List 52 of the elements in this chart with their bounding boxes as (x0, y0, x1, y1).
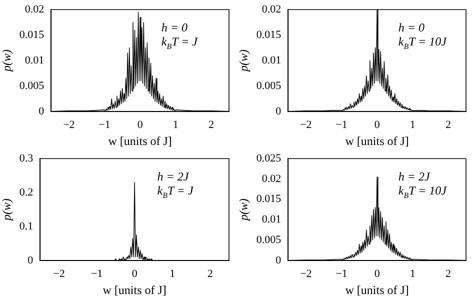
x-tick-label: 2 (207, 268, 213, 280)
x-tick-label: 1 (172, 118, 178, 131)
x-tick-label: −2 (63, 118, 75, 131)
y-tick-label: 0.025 (256, 152, 282, 164)
annotation: h = 0 (161, 20, 188, 35)
annotation: h = 2J (398, 170, 431, 184)
y-tick-label: 0.01 (24, 54, 44, 66)
x-axis-title: w [units of J] (102, 282, 166, 297)
y-tick-label: 0.005 (19, 80, 45, 92)
x-tick-label: 1 (410, 268, 416, 280)
x-tick-label: 2 (445, 118, 451, 131)
x-tick-label: −1 (336, 268, 348, 280)
y-tick-label: 0.02 (262, 172, 282, 185)
y-tick-label: 0.005 (256, 80, 282, 92)
x-tick-label: 0 (132, 268, 138, 280)
y-tick-label: 0 (28, 254, 34, 266)
y-tick-label: 0.2 (19, 186, 34, 198)
y-tick-label: 0.1 (19, 220, 34, 232)
x-tick-label: 0 (374, 118, 380, 131)
x-axis-title: w [units of J] (345, 134, 409, 148)
y-tick-label: 0 (276, 105, 282, 118)
x-tick-label: −1 (98, 118, 110, 131)
y-tick-label: 0.02 (24, 3, 44, 16)
x-tick-label: −2 (300, 268, 312, 280)
y-tick-label: 0.3 (19, 152, 34, 164)
x-tick-label: 2 (445, 268, 451, 280)
x-tick-label: 0 (374, 268, 380, 280)
y-tick-label: 0.01 (262, 54, 282, 66)
annotation: h = 2J (157, 170, 190, 184)
y-tick-label: 0.015 (256, 193, 282, 206)
x-tick-label: 2 (208, 118, 214, 131)
x-tick-label: −1 (90, 268, 103, 280)
x-axis-title: w [units of J] (345, 282, 409, 297)
annotation: h = 0 (398, 20, 425, 35)
y-tick-label: 0.015 (256, 28, 282, 41)
y-axis-title: p(w) (0, 198, 14, 222)
x-tick-label: −2 (300, 118, 312, 131)
y-tick-label: 0.005 (256, 234, 282, 246)
y-axis-title: p(w) (236, 198, 250, 222)
y-tick-label: 0 (38, 105, 45, 118)
y-axis-title: p(w) (236, 50, 250, 72)
x-axis-title: w [units of J] (108, 134, 172, 148)
x-tick-label: 1 (170, 268, 176, 280)
x-tick-label: −2 (53, 268, 65, 280)
y-tick-label: 0 (276, 254, 282, 266)
y-axis-title: p(w) (0, 50, 14, 72)
x-tick-label: 0 (137, 118, 144, 131)
x-tick-label: −1 (336, 118, 348, 131)
y-tick-label: 0.02 (262, 3, 282, 16)
y-tick-label: 0.01 (262, 214, 282, 226)
x-tick-label: 1 (410, 118, 416, 131)
y-tick-label: 0.015 (19, 28, 45, 41)
